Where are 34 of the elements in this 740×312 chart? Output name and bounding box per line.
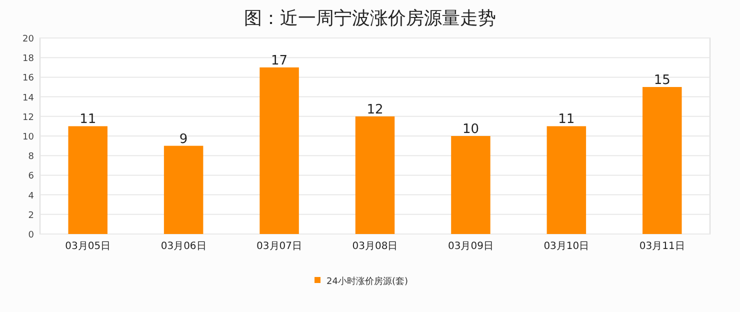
y-tick-label: 10	[22, 132, 34, 142]
data-label: 11	[80, 112, 96, 128]
x-tick-label: 03月06日	[160, 241, 206, 252]
x-tick-label: 03月09日	[448, 241, 494, 252]
y-tick-label: 8	[28, 152, 34, 162]
bar	[68, 126, 108, 234]
data-label: 10	[462, 122, 479, 137]
bar	[164, 146, 204, 234]
bar	[451, 136, 490, 234]
data-label: 11	[558, 112, 575, 128]
data-label: 15	[654, 73, 670, 88]
x-tick-label: 03月05日	[65, 241, 111, 252]
y-tick-label: 0	[28, 230, 34, 240]
x-tick-label: 03月10日	[544, 241, 590, 252]
x-tick-label: 03月08日	[352, 241, 398, 252]
y-tick-label: 20	[22, 34, 34, 44]
bar	[642, 87, 682, 234]
y-tick-label: 4	[28, 191, 34, 202]
y-tick-label: 18	[22, 54, 34, 64]
chart-title: 图：近一周宁波涨价房源量走势	[244, 8, 496, 29]
legend-label: 24小时涨价房源(套)	[326, 276, 408, 287]
data-label: 12	[366, 102, 384, 118]
x-tick-label: 03月11日	[639, 241, 685, 252]
data-label: 9	[179, 132, 188, 147]
y-tick-label: 14	[22, 93, 34, 104]
x-tick-label: 03月07日	[256, 241, 302, 252]
y-tick-label: 6	[28, 172, 34, 182]
data-label: 17	[271, 53, 288, 68]
bar	[260, 67, 299, 234]
y-tick-label: 2	[28, 210, 34, 221]
y-tick-label: 12	[22, 112, 34, 123]
bar	[546, 126, 586, 234]
bar	[355, 116, 395, 234]
y-tick-label: 16	[22, 74, 34, 84]
